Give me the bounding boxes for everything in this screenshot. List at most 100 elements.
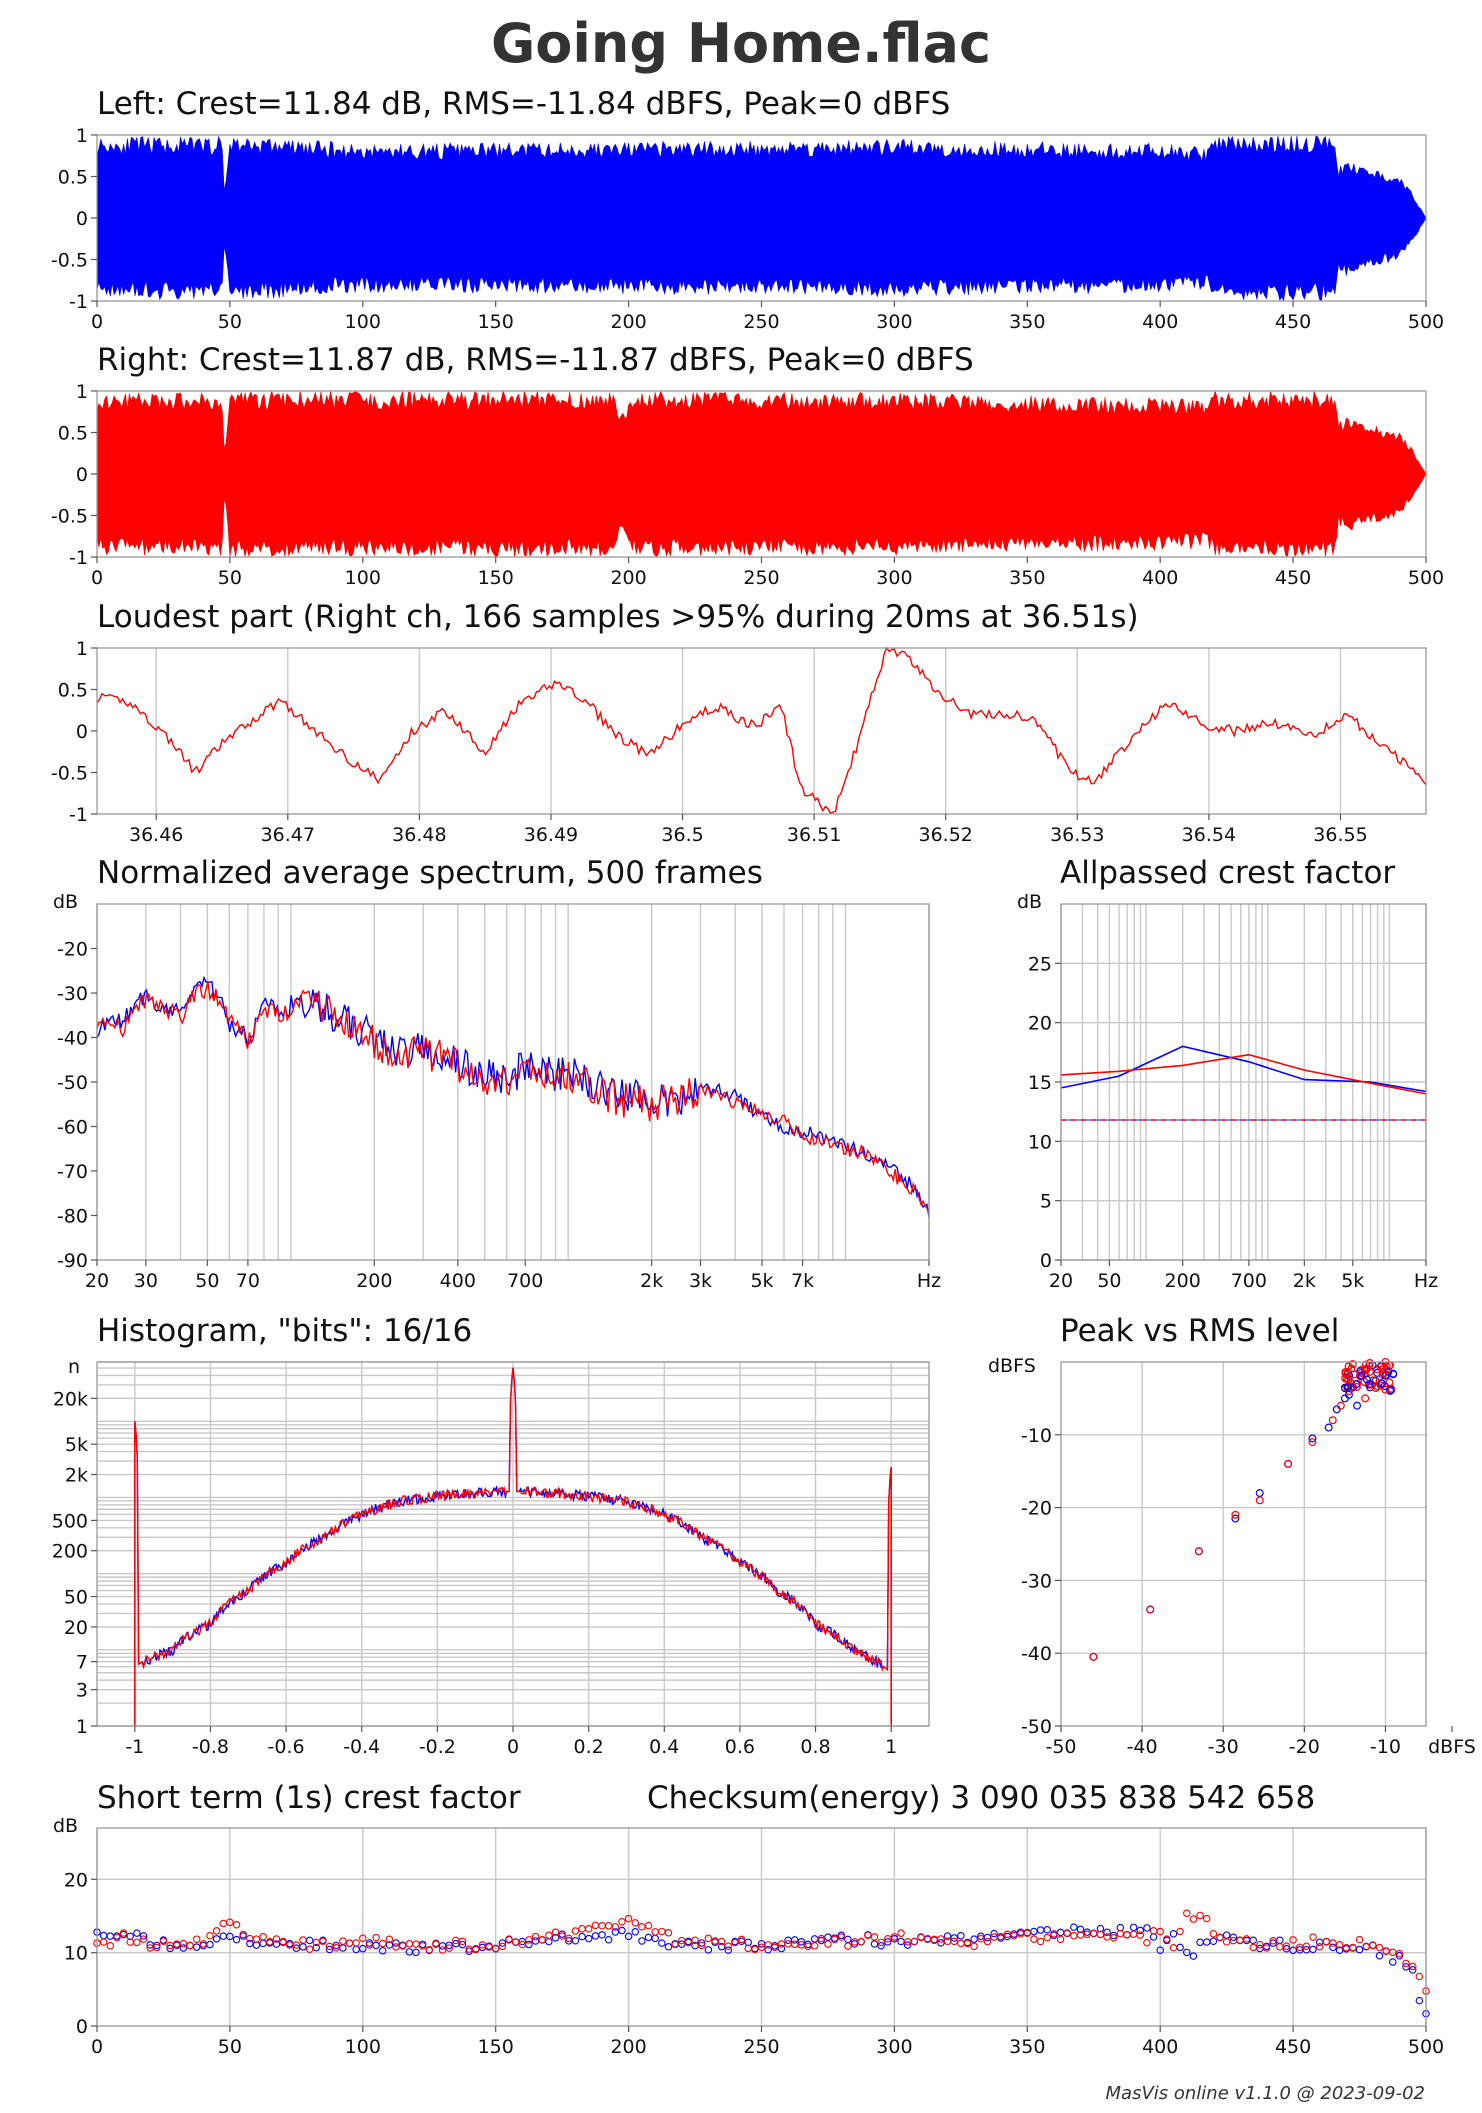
right-ytick-label: 1	[76, 381, 88, 403]
peakrms-point	[1360, 1370, 1369, 1379]
shortterm-point	[339, 1937, 347, 1945]
peakrms-point	[1382, 1370, 1391, 1379]
peakrms-point	[1332, 1405, 1341, 1414]
right-xtick-label: 250	[743, 567, 779, 589]
shortterm-point	[272, 1940, 281, 1948]
shortterm-point	[378, 1939, 387, 1948]
shortterm-point	[578, 1924, 586, 1933]
shortterm-point	[545, 1937, 553, 1946]
peakrms-point	[1231, 1510, 1240, 1519]
histogram-xtick-label: -0.8	[192, 1736, 229, 1758]
spectrum-xtick-label: 30	[134, 1270, 158, 1292]
shortterm-point	[1103, 1933, 1111, 1941]
histogram-ytick-label: 20	[64, 1617, 88, 1639]
shortterm-point	[1103, 1928, 1111, 1936]
shortterm-xtick-label: 0	[91, 2036, 103, 2058]
shortterm-point	[957, 1931, 965, 1940]
peakrms-panel-title: Peak vs RMS level	[1060, 1313, 1339, 1349]
loudest-xtick-label: 36.53	[1050, 824, 1104, 846]
peakrms-point	[1377, 1379, 1386, 1388]
peakrms-point	[1340, 1394, 1349, 1403]
shortterm-point	[1056, 1935, 1065, 1944]
peakrms-ytick-label: -50	[1021, 1716, 1052, 1738]
allpass-xtick-label: 20	[1049, 1270, 1073, 1292]
shortterm-point	[1043, 1926, 1051, 1934]
shortterm-point	[1315, 1942, 1324, 1951]
shortterm-point	[764, 1946, 772, 1954]
shortterm-xtick-label: 350	[1009, 2036, 1045, 2058]
shortterm-point	[963, 1939, 972, 1948]
allpass-ytick-label: 5	[1040, 1191, 1052, 1213]
shortterm-point	[897, 1937, 905, 1946]
peakrms-point	[1343, 1383, 1352, 1392]
shortterm-point	[206, 1931, 214, 1940]
shortterm-point	[1395, 1949, 1404, 1958]
shortterm-point	[99, 1931, 108, 1940]
peakrms-point	[1348, 1382, 1357, 1391]
shortterm-point	[565, 1934, 573, 1943]
panel-loudest-part: Loudest part (Right ch, 166 samples >95%…	[51, 599, 1427, 846]
histogram-xtick-label: -0.2	[419, 1736, 456, 1758]
right-waveform-area	[96, 389, 1427, 558]
allpass-xtick-label: Hz	[1414, 1270, 1438, 1292]
shortterm-point	[126, 1932, 134, 1941]
left-ytick-label: -0.5	[51, 250, 88, 272]
histogram-ytick-label: 1	[76, 1716, 88, 1738]
shortterm-point	[1242, 1935, 1251, 1943]
shortterm-point	[551, 1934, 560, 1942]
shortterm-point	[591, 1921, 600, 1930]
loudest-xtick-label: 36.55	[1313, 824, 1367, 846]
allpass-y-unit: dB	[1017, 891, 1042, 913]
shortterm-point	[1269, 1937, 1277, 1945]
shortterm-point	[1375, 1943, 1384, 1952]
shortterm-point	[139, 1935, 148, 1943]
peakrms-point	[1328, 1416, 1337, 1425]
shortterm-point	[631, 1919, 639, 1927]
spectrum-ytick-label: -80	[57, 1206, 88, 1228]
shortterm-point	[751, 1945, 759, 1954]
shortterm-point	[392, 1939, 400, 1947]
shortterm-y-unit: dB	[53, 1815, 78, 1837]
shortterm-point	[1070, 1923, 1078, 1931]
histogram-ytick-label: 50	[64, 1587, 88, 1609]
shortterm-point	[704, 1934, 713, 1943]
histogram-ytick-label: 3	[76, 1680, 88, 1702]
spectrum-xtick-label: 5k	[750, 1270, 773, 1292]
shortterm-point	[219, 1919, 228, 1928]
shortterm-point	[651, 1928, 659, 1936]
histogram-xtick-label: 0.2	[574, 1736, 604, 1758]
shortterm-point	[591, 1932, 600, 1940]
shortterm-point	[212, 1927, 221, 1935]
shortterm-point	[950, 1937, 958, 1946]
loudest-xtick-label: 36.5	[661, 824, 703, 846]
shortterm-point	[232, 1921, 241, 1929]
right-xtick-label: 50	[218, 567, 242, 589]
shortterm-point	[797, 1938, 806, 1946]
shortterm-point	[724, 1942, 733, 1951]
shortterm-point	[638, 1937, 646, 1945]
peakrms-point	[1371, 1384, 1380, 1393]
shortterm-point	[1309, 1945, 1317, 1954]
shortterm-point	[1395, 1952, 1404, 1960]
allpass-ytick-label: 10	[1028, 1131, 1052, 1153]
shortterm-point	[611, 1923, 620, 1931]
spectrum-series-line	[96, 975, 930, 1218]
left-ytick-label: 1	[76, 125, 88, 147]
shortterm-point	[252, 1935, 261, 1943]
shortterm-point	[678, 1936, 686, 1945]
shortterm-point	[1183, 1909, 1191, 1917]
shortterm-point	[624, 1932, 633, 1941]
allpass-xtick-label: 2k	[1293, 1270, 1316, 1292]
shortterm-xtick-label: 250	[743, 2036, 779, 2058]
right-xtick-label: 400	[1142, 567, 1178, 589]
shortterm-point	[870, 1940, 879, 1948]
shortterm-point	[365, 1941, 374, 1949]
peakrms-point	[1366, 1383, 1375, 1392]
histogram-xtick-label: -0.4	[343, 1736, 380, 1758]
shortterm-point	[1023, 1929, 1032, 1938]
shortterm-point	[186, 1941, 194, 1950]
shortterm-point	[1236, 1936, 1244, 1944]
shortterm-point	[724, 1946, 733, 1954]
shortterm-point	[651, 1934, 659, 1943]
shortterm-point	[1382, 1947, 1390, 1956]
